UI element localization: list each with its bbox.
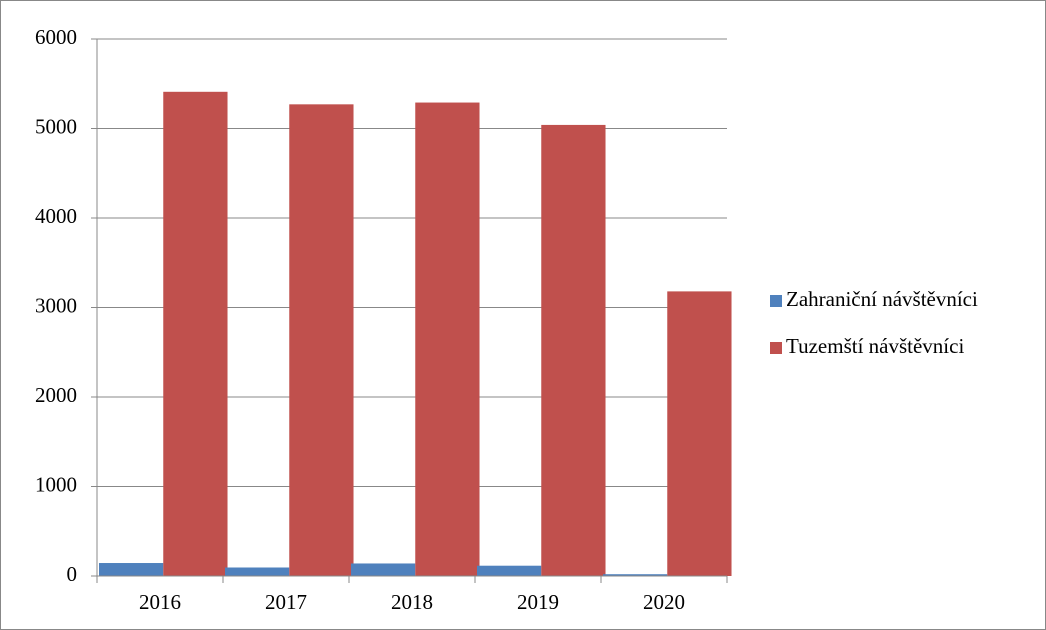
y-tick-label: 6000 [35, 25, 77, 49]
x-tick-label: 2016 [139, 590, 181, 614]
y-tick-label: 5000 [35, 114, 77, 138]
legend-label: Tuzemští návštěvníci [786, 334, 964, 358]
bar [415, 102, 480, 577]
bar [289, 104, 354, 577]
bar [163, 91, 228, 577]
bar [225, 567, 290, 576]
bar [351, 563, 416, 576]
x-tick-label: 2018 [391, 590, 433, 614]
x-tick-label: 2019 [517, 590, 559, 614]
bar [477, 565, 542, 576]
bar [603, 574, 668, 576]
bar [99, 563, 164, 576]
y-tick-label: 0 [67, 562, 78, 586]
x-tick-label: 2017 [265, 590, 307, 614]
y-tick-label: 4000 [35, 204, 77, 228]
bar [541, 124, 606, 577]
y-tick-label: 3000 [35, 293, 77, 317]
legend-swatch [770, 295, 782, 307]
legend-swatch [770, 342, 782, 354]
legend-label: Zahraniční návštěvníci [786, 287, 978, 311]
y-tick-label: 1000 [35, 472, 77, 496]
x-tick-label: 2020 [643, 590, 685, 614]
y-tick-label: 2000 [35, 383, 77, 407]
bar [667, 291, 732, 576]
